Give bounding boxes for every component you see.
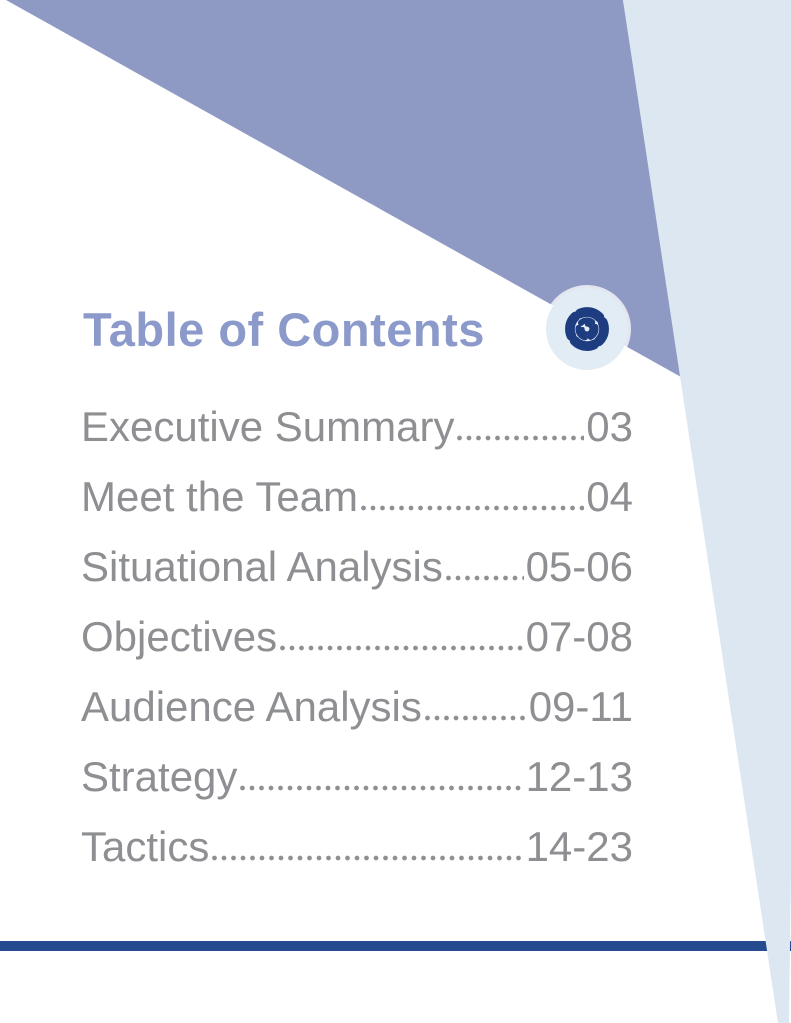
toc-entry-label: Audience Analysis xyxy=(81,683,422,730)
dot-leader xyxy=(280,645,524,651)
dot-leader xyxy=(445,575,524,581)
toc-entry-page-number: 04 xyxy=(586,473,633,520)
toc-entry-label: Meet the Team xyxy=(81,473,359,520)
toc-entry-objectives: Objectives 07-08 xyxy=(81,602,633,672)
toc-entry-label: Situational Analysis xyxy=(81,543,443,590)
dot-leader xyxy=(424,715,527,721)
toc-entry-label: Objectives xyxy=(81,613,278,660)
page-title: Table of Contents xyxy=(83,303,485,356)
rose-icon xyxy=(565,307,609,351)
toc-entry-label: Executive Summary xyxy=(81,403,455,450)
table-of-contents-list: Executive Summary 03 Meet the Team 04 Si… xyxy=(81,392,633,882)
toc-entry-strategy: Strategy 12-13 xyxy=(81,742,633,812)
toc-entry-page-number: 09-11 xyxy=(528,683,633,730)
toc-entry-page-number: 07-08 xyxy=(525,613,633,660)
dot-leader xyxy=(212,855,524,861)
toc-entry-label: Strategy xyxy=(81,753,238,800)
dot-leader xyxy=(240,785,524,791)
rose-badge xyxy=(546,288,628,370)
dot-leader xyxy=(457,435,585,441)
toc-entry-situational-analysis: Situational Analysis 05-06 xyxy=(81,532,633,602)
toc-entry-executive-summary: Executive Summary 03 xyxy=(81,392,633,462)
toc-entry-label: Tactics xyxy=(81,823,210,870)
toc-entry-page-number: 14-23 xyxy=(525,823,633,870)
dot-leader xyxy=(361,505,585,511)
bottom-divider-bar xyxy=(0,941,791,951)
toc-entry-page-number: 03 xyxy=(586,403,633,450)
toc-entry-meet-the-team: Meet the Team 04 xyxy=(81,462,633,532)
toc-entry-tactics: Tactics 14-23 xyxy=(81,812,633,882)
toc-entry-audience-analysis: Audience Analysis 09-11 xyxy=(81,672,633,742)
toc-entry-page-number: 05-06 xyxy=(525,543,633,590)
toc-entry-page-number: 12-13 xyxy=(525,753,633,800)
